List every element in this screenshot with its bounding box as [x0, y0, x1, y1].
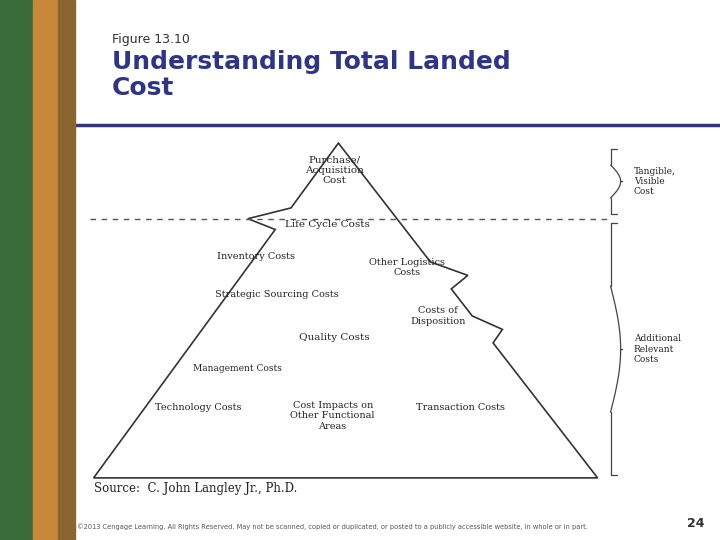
Text: Additional
Relevant
Costs: Additional Relevant Costs	[634, 334, 680, 364]
Text: Inventory Costs: Inventory Costs	[217, 252, 294, 261]
Text: Costs of
Disposition: Costs of Disposition	[410, 306, 465, 326]
Text: Purchase/
Acquisition
Cost: Purchase/ Acquisition Cost	[305, 155, 364, 185]
Text: Understanding Total Landed
Cost: Understanding Total Landed Cost	[112, 50, 510, 99]
Text: Transaction Costs: Transaction Costs	[416, 403, 505, 412]
Text: Figure 13.10: Figure 13.10	[112, 33, 189, 46]
Text: Management Costs: Management Costs	[193, 364, 282, 373]
Text: Technology Costs: Technology Costs	[155, 403, 241, 412]
Bar	[33, 0, 58, 540]
Text: Strategic Sourcing Costs: Strategic Sourcing Costs	[215, 290, 339, 299]
Text: Life Cycle Costs: Life Cycle Costs	[285, 220, 370, 228]
Bar	[0, 0, 33, 540]
Bar	[58, 0, 75, 540]
Text: Tangible,
Visible
Cost: Tangible, Visible Cost	[634, 166, 675, 197]
Text: Cost Impacts on
Other Functional
Areas: Cost Impacts on Other Functional Areas	[290, 401, 375, 431]
Text: Other Logistics
Costs: Other Logistics Costs	[369, 258, 445, 277]
Text: Quality Costs: Quality Costs	[300, 333, 370, 342]
Text: Source:  C. John Langley Jr., Ph.D.: Source: C. John Langley Jr., Ph.D.	[94, 482, 297, 495]
Text: 24: 24	[687, 517, 704, 530]
Text: ©2013 Cengage Learning. All Rights Reserved. May not be scanned, copied or dupli: ©2013 Cengage Learning. All Rights Reser…	[77, 524, 588, 530]
